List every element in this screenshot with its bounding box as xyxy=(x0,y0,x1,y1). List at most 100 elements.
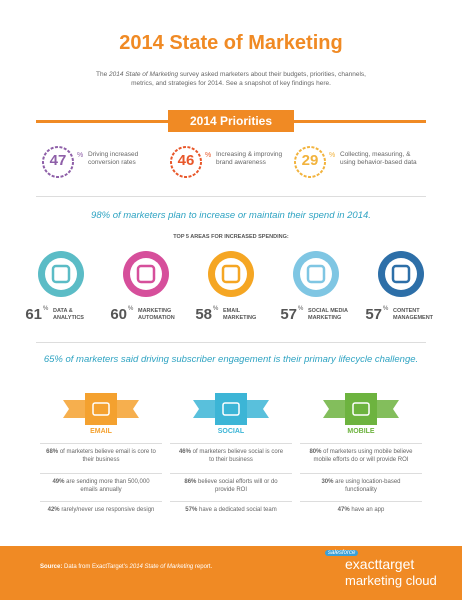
fact: 46% of marketers believe social is core … xyxy=(176,448,286,464)
separator xyxy=(300,443,422,444)
icon-glyph xyxy=(391,264,411,284)
channel-ribbon xyxy=(323,393,399,425)
ring-inner xyxy=(130,258,162,290)
area-label: MARKETING xyxy=(223,315,257,321)
separator xyxy=(300,473,422,474)
intro-em: 2014 State of Marketing xyxy=(109,71,179,78)
divider xyxy=(36,196,426,197)
area-icon xyxy=(38,251,84,297)
fact-text: have an app xyxy=(351,507,385,513)
channel-ribbon xyxy=(193,393,269,425)
icon-glyph xyxy=(221,264,241,284)
source-em: 2014 State of Marketing xyxy=(129,564,194,570)
priority-unit: % xyxy=(329,152,336,159)
ring-inner xyxy=(385,258,417,290)
channel-name: EMAIL xyxy=(90,428,112,435)
fact-bold: 30% xyxy=(321,479,334,485)
priority-label: Driving increased conversion rates xyxy=(88,151,139,166)
area-label: EMAIL xyxy=(223,308,241,314)
fact-bold: 47% xyxy=(337,507,350,513)
fact-text: have a dedicated social team xyxy=(198,507,277,513)
priority-label: Increasing & improving brand awareness xyxy=(216,151,283,166)
fact-bold: 42% xyxy=(47,507,60,513)
area-value: 57 xyxy=(280,306,297,323)
separator xyxy=(40,501,162,502)
fact-text: believe social efforts will or do provid… xyxy=(198,479,278,493)
separator xyxy=(40,443,162,444)
icon-glyph xyxy=(352,402,370,416)
ring-inner xyxy=(45,258,77,290)
ring xyxy=(170,146,202,178)
priority-ring xyxy=(170,146,202,178)
fact-bold: 46% xyxy=(178,449,191,455)
separator xyxy=(170,473,292,474)
fact: 68% of marketers believe email is core t… xyxy=(46,448,156,464)
fact: 47% have an app xyxy=(306,506,416,514)
intro-text: survey asked marketers about their budge… xyxy=(131,71,366,87)
title: 2014 State of Marketing xyxy=(119,32,343,54)
icon-glyph xyxy=(222,402,240,416)
area-label: AUTOMATION xyxy=(138,315,175,321)
priorities-title: 2014 Priorities xyxy=(168,110,294,132)
priority-label: Collecting, measuring, & using behavior-… xyxy=(340,151,417,166)
fact-text: are using location-based functionality xyxy=(335,479,401,493)
logo-sub: marketing cloud xyxy=(345,573,437,588)
fact-text: of marketers believe social is core to t… xyxy=(192,449,284,463)
priority-unit: % xyxy=(205,152,212,159)
ring xyxy=(42,146,74,178)
area-unit: % xyxy=(213,306,219,312)
area-label: SOCIAL MEDIA xyxy=(308,308,348,314)
logo-main: exacttarget xyxy=(345,556,415,572)
icon-glyph xyxy=(51,264,71,284)
fact-bold: 80% xyxy=(309,449,322,455)
separator xyxy=(40,473,162,474)
fact: 30% are using location-based functionali… xyxy=(306,478,416,494)
area-unit: % xyxy=(128,306,134,312)
logo-cloud: salesforce xyxy=(325,550,359,556)
area-label: ANALYTICS xyxy=(53,315,84,321)
fact-bold: 68% xyxy=(46,449,59,455)
area-label: CONTENT xyxy=(393,308,420,314)
area-value: 57 xyxy=(365,306,382,323)
spend-headline: 98% of marketers plan to increase or mai… xyxy=(91,210,371,221)
area-icon xyxy=(293,251,339,297)
area-label: MARKETING xyxy=(138,308,172,314)
fact: 80% of marketers using mobile believe mo… xyxy=(306,448,416,464)
fact: 57% have a dedicated social team xyxy=(176,506,286,514)
ring-inner xyxy=(300,258,332,290)
area-icon xyxy=(123,251,169,297)
source: Source: Data from ExactTarget's 2014 Sta… xyxy=(40,564,212,570)
fact-bold: 49% xyxy=(52,479,65,485)
footer: Source: Data from ExactTarget's 2014 Sta… xyxy=(0,546,462,600)
area-label: DATA & xyxy=(53,308,73,314)
area-unit: % xyxy=(383,306,389,312)
fact-bold: 86% xyxy=(184,479,197,485)
area-icon xyxy=(208,251,254,297)
separator xyxy=(170,501,292,502)
fact-text: of marketers believe email is core to th… xyxy=(59,449,156,463)
priority-unit: % xyxy=(77,152,84,159)
ring xyxy=(294,146,326,178)
ribbon-center xyxy=(345,393,377,425)
fact-text: are sending more than 500,000 emails ann… xyxy=(66,479,150,493)
intro: The 2014 State of Marketing survey asked… xyxy=(95,70,367,88)
ribbon-center xyxy=(215,393,247,425)
icon-glyph xyxy=(136,264,156,284)
fact-text: of marketers using mobile believe mobile… xyxy=(313,449,413,463)
fact-text: rarely/never use responsive design xyxy=(61,507,155,513)
icon-glyph xyxy=(92,402,110,416)
icon-glyph xyxy=(306,264,326,284)
divider xyxy=(36,342,426,343)
channel-ribbon xyxy=(63,393,139,425)
source-text: Data from ExactTarget's xyxy=(64,564,128,570)
fact: 86% believe social efforts will or do pr… xyxy=(176,478,286,494)
fact: 42% rarely/never use responsive design xyxy=(46,506,156,514)
source-label: Source: xyxy=(40,564,63,570)
source-text: report. xyxy=(194,564,213,570)
priority-ring xyxy=(42,146,74,178)
priority-value: 47 xyxy=(49,152,67,169)
priority-value: 29 xyxy=(301,152,319,169)
separator xyxy=(170,443,292,444)
channel-name: MOBILE xyxy=(347,428,375,435)
